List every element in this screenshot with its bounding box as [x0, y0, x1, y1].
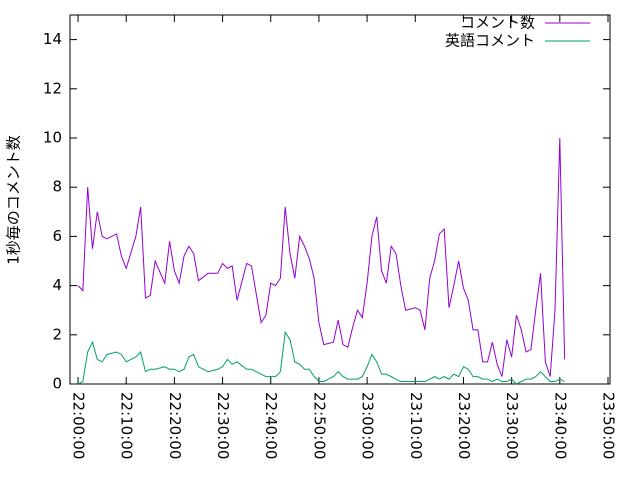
y-tick-label: 6: [52, 227, 62, 245]
y-tick-label: 2: [52, 325, 62, 343]
y-axis-label: 1秒毎のコメント数: [5, 135, 23, 265]
x-tick-label: 23:30:00: [503, 392, 521, 459]
x-tick-label: 22:30:00: [214, 392, 232, 459]
y-tick-label: 14: [43, 30, 62, 48]
x-tick-label: 22:40:00: [262, 392, 280, 459]
x-tick-label: 23:40:00: [551, 392, 569, 459]
x-tick-label: 22:10:00: [118, 392, 136, 459]
x-tick-label: 23:10:00: [407, 392, 425, 459]
y-tick-label: 10: [43, 129, 62, 147]
x-tick-label: 23:00:00: [359, 392, 377, 459]
y-tick-label: 12: [43, 79, 62, 97]
x-tick-label: 22:00:00: [70, 392, 88, 459]
y-tick-label: 4: [52, 276, 62, 294]
legend-label: コメント数: [460, 14, 535, 32]
x-tick-label: 23:20:00: [455, 392, 473, 459]
series-line: [77, 137, 566, 377]
x-tick-label: 22:50:00: [310, 392, 328, 459]
plot-border: [69, 14, 611, 385]
series-line: [77, 330, 565, 385]
y-tick-label: 0: [52, 375, 62, 393]
legend-label: 英語コメント: [445, 32, 535, 50]
x-tick-label: 23:50:00: [599, 392, 617, 459]
y-tick-label: 8: [52, 178, 62, 196]
x-tick-label: 22:20:00: [166, 392, 184, 459]
